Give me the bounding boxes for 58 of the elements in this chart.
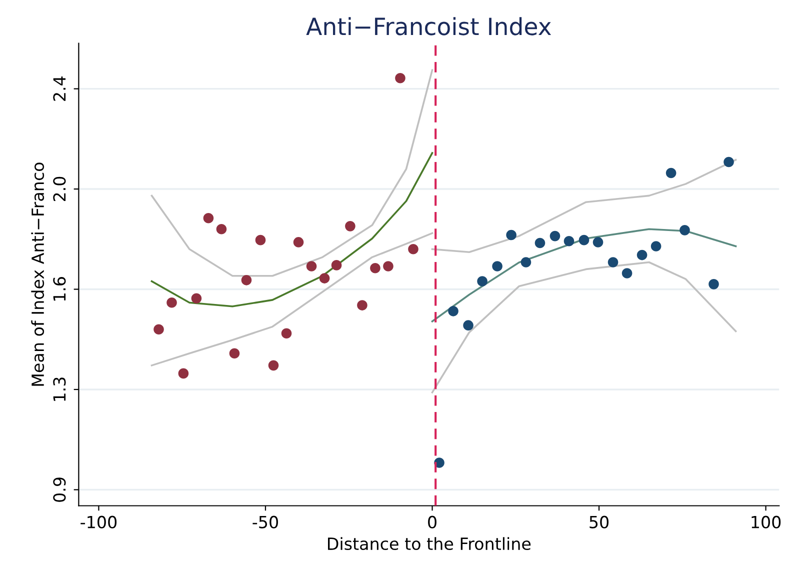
point <box>178 368 189 379</box>
point <box>708 279 719 290</box>
point <box>448 306 458 316</box>
point <box>724 156 734 168</box>
y-tick-label: 1.6 <box>53 277 66 301</box>
point <box>564 236 574 246</box>
point <box>345 221 356 232</box>
x-axis-title: Distance to the Frontline <box>328 537 531 550</box>
point <box>306 261 317 272</box>
point <box>506 230 516 240</box>
point <box>281 328 292 339</box>
y-tick-label: 2.4 <box>53 76 66 101</box>
point <box>680 225 690 236</box>
line-series <box>431 158 737 254</box>
point <box>229 348 240 359</box>
line-series <box>150 232 434 366</box>
point <box>650 241 662 252</box>
point <box>203 213 214 224</box>
line-series <box>150 152 434 308</box>
point <box>666 168 676 178</box>
point <box>463 320 474 330</box>
point <box>154 324 164 334</box>
point <box>166 297 177 308</box>
point <box>241 275 252 286</box>
point <box>216 224 227 234</box>
point <box>255 234 266 246</box>
point <box>520 257 532 268</box>
x-tick-label: 0 <box>428 516 436 528</box>
point <box>534 238 546 248</box>
point <box>357 300 368 310</box>
point <box>408 244 418 254</box>
point <box>550 230 560 242</box>
point <box>622 268 632 278</box>
point <box>492 261 502 272</box>
point <box>608 257 618 268</box>
point <box>395 72 406 84</box>
y-tick-label: 2.0 <box>53 176 66 202</box>
x-tick-label: 50 <box>590 516 609 528</box>
point <box>383 261 394 272</box>
x-tick-label: -100 <box>80 516 117 528</box>
point <box>319 273 330 284</box>
chart-title: Anti−Francoist Index <box>306 17 552 36</box>
x-tick-label: -50 <box>252 516 278 528</box>
point <box>370 262 380 274</box>
point <box>191 293 202 304</box>
point <box>592 237 604 248</box>
y-tick-label: 0.9 <box>53 478 66 502</box>
y-axis-title: Mean of Index Anti−Franco <box>31 162 44 386</box>
line-series <box>431 261 737 394</box>
point <box>293 237 304 248</box>
point <box>477 276 488 286</box>
line-series <box>150 69 434 277</box>
point <box>578 234 590 246</box>
x-tick-label: 100 <box>752 516 781 528</box>
point <box>331 260 342 270</box>
point <box>268 360 279 371</box>
point <box>636 250 648 260</box>
y-tick-label: 1.3 <box>53 378 66 401</box>
